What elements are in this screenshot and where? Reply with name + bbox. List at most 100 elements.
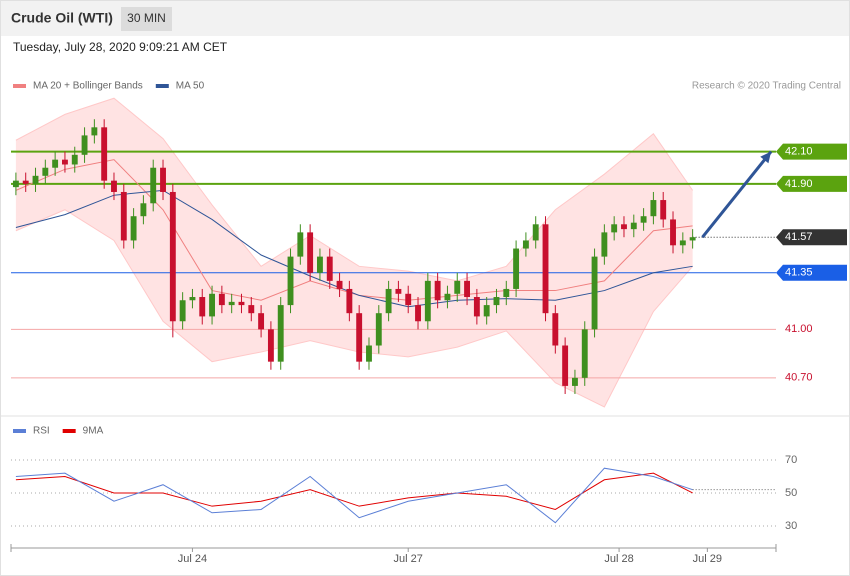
candle-body (71, 154, 78, 165)
candle-body (91, 127, 98, 136)
candle-body (552, 313, 559, 346)
candle-body (483, 305, 490, 317)
timeframe: 30 MIN (127, 11, 166, 25)
candle-body (130, 216, 137, 241)
level-tag (776, 264, 847, 281)
candle-body (238, 301, 245, 306)
level-tag (776, 143, 847, 160)
candle-body (160, 167, 166, 192)
level-label: 42.10 (785, 145, 813, 157)
forecast-arrow (701, 150, 773, 239)
level-tag (776, 229, 847, 246)
legend-label: MA 20 + Bollinger Bands (33, 81, 143, 92)
subtitle: Tuesday, July 28, 2020 9:09:21 AM CET (13, 40, 228, 54)
candle-body (601, 232, 608, 257)
candle-body (81, 135, 88, 155)
rsi-ma9-line (15, 472, 693, 511)
candle-body (581, 329, 588, 378)
candle-body (297, 232, 304, 257)
level-label: 41.35 (785, 267, 813, 279)
candle-body (395, 288, 402, 294)
candle-body (169, 191, 176, 322)
level-label: 41.00 (785, 323, 813, 335)
candle-body (660, 200, 667, 220)
rsi-tick-label: 50 (785, 487, 797, 499)
candle-body (307, 232, 314, 273)
candle-body (572, 377, 578, 386)
candle-body (120, 191, 127, 241)
candle-body (454, 280, 461, 294)
x-tick-label: Jul 29 (693, 553, 722, 565)
candle-body (473, 297, 480, 317)
candle-body (317, 256, 323, 273)
candle-body (209, 293, 215, 317)
candle-body (405, 293, 412, 306)
candle-body (140, 203, 147, 217)
candle-body (287, 256, 294, 306)
candle-body (513, 248, 520, 289)
candle-body (52, 159, 59, 168)
candle-body (650, 200, 657, 217)
candle-body (12, 180, 19, 188)
candle-body (493, 297, 500, 306)
legend-label: RSI (33, 426, 50, 437)
x-tick-label: Jul 24 (178, 553, 207, 565)
candle-body (591, 256, 598, 330)
candle-body (630, 222, 637, 230)
candle-body (258, 313, 265, 330)
candle-body (356, 313, 363, 362)
level-label: 41.90 (785, 178, 813, 190)
candle-body (424, 280, 431, 322)
candle-body (689, 237, 696, 241)
candle-body (42, 167, 49, 176)
legend-swatch (13, 429, 26, 433)
level-tag (776, 175, 847, 192)
candle-body (385, 288, 392, 314)
chart-title: Crude Oil (WTI) (11, 10, 113, 26)
candle-body (621, 224, 627, 230)
candle-body (434, 280, 441, 301)
candle-body (228, 301, 235, 306)
candle-body (444, 293, 451, 301)
candle-body (199, 297, 206, 317)
candle-body (326, 256, 333, 281)
candle-body (267, 329, 274, 362)
candle-body (22, 180, 29, 184)
candle-body (248, 305, 255, 314)
x-tick-label: Jul 28 (604, 553, 633, 565)
legend-swatch (13, 84, 26, 88)
candle-body (562, 345, 569, 386)
candle-body (218, 293, 225, 306)
bollinger-upper (15, 97, 694, 282)
forecast-arrow-head (760, 151, 772, 164)
candle-body (111, 180, 117, 192)
candle-body (415, 305, 421, 322)
source: Research © 2020 Trading Central (692, 81, 841, 92)
x-tick-label: Jul 27 (394, 553, 423, 565)
candle-body (62, 159, 68, 165)
candle-body (375, 313, 382, 346)
rsi-tick-label: 70 (785, 454, 797, 466)
candle-body (542, 224, 549, 314)
candle-body (150, 167, 157, 204)
candle-body (640, 216, 647, 223)
candle-body (189, 297, 196, 301)
level-label: 40.70 (785, 372, 813, 384)
candle-body (679, 240, 686, 246)
legend-swatch (62, 429, 76, 433)
level-label: 41.57 (785, 231, 813, 243)
rsi-tick-label: 30 (785, 520, 797, 532)
ma50-line (15, 189, 693, 308)
candle-body (346, 288, 353, 314)
candle-body (32, 175, 39, 184)
candle-body (532, 224, 539, 241)
legend-label: 9MA (83, 426, 104, 437)
timeframe-badge (121, 7, 172, 31)
candle-body (670, 219, 676, 246)
candle-body (277, 305, 284, 362)
candle-body (336, 280, 343, 289)
candle-body (179, 300, 186, 322)
rsi-line (15, 467, 693, 524)
